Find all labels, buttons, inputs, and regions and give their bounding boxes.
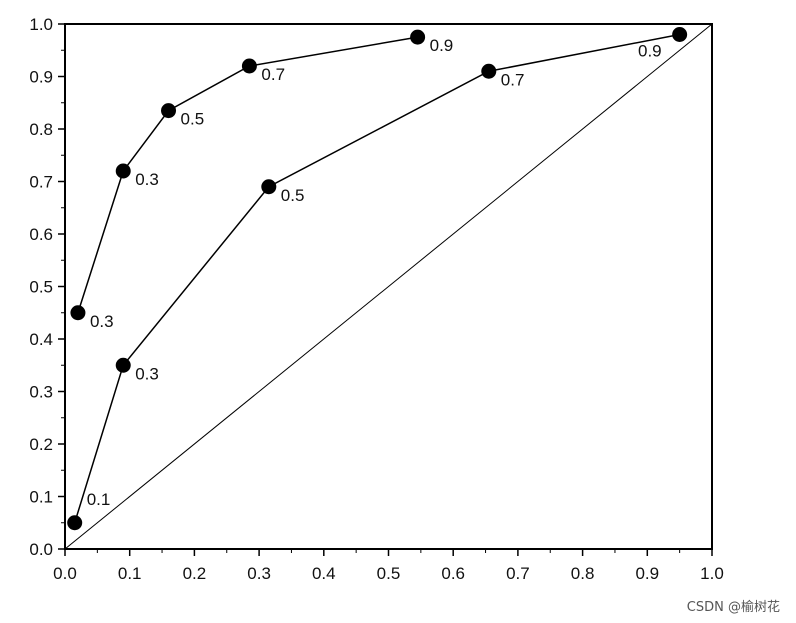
x-tick-label: 1.0 — [700, 564, 724, 583]
y-tick-label: 0.5 — [29, 278, 53, 297]
x-tick-label: 0.8 — [571, 564, 595, 583]
x-tick-label: 0.6 — [441, 564, 465, 583]
data-point-label: 0.3 — [135, 170, 159, 189]
series-layer: 0.3 0.3 0.5 0.7 0.9 0.1 0.3 0.5 0.7 0.9 — [67, 27, 688, 531]
data-point — [241, 58, 257, 74]
data-point-label: 0.7 — [501, 70, 525, 89]
y-tick-label: 0.3 — [29, 383, 53, 402]
x-tick-label: 0.4 — [312, 564, 336, 583]
diagonal-reference-line — [64, 23, 713, 550]
y-tick-label: 0.7 — [29, 173, 53, 192]
y-tick-label: 1.0 — [29, 15, 53, 34]
data-point — [70, 305, 86, 321]
data-point-label: 0.5 — [181, 110, 205, 129]
x-tick-label: 0.5 — [377, 564, 401, 583]
x-tick-label: 0.0 — [53, 564, 77, 583]
x-axis: 0.0 0.1 0.2 0.3 0.4 0.5 0.6 0.7 0.8 0.9 1.0 — [53, 549, 724, 583]
data-point-label: 0.9 — [430, 36, 454, 55]
y-tick-label: 0.4 — [29, 330, 53, 349]
y-tick-label: 0.1 — [29, 488, 53, 507]
y-tick-label: 0.9 — [29, 68, 53, 87]
data-point-label: 0.9 — [638, 42, 662, 61]
y-tick-label: 0.6 — [29, 225, 53, 244]
data-point-label: 0.3 — [135, 364, 159, 383]
data-point — [481, 63, 497, 79]
data-point-label: 0.5 — [281, 186, 305, 205]
y-tick-label: 0.8 — [29, 120, 53, 139]
data-point-label: 0.3 — [90, 312, 114, 331]
x-tick-label: 0.1 — [118, 564, 142, 583]
y-tick-label: 0.2 — [29, 435, 53, 454]
data-point-label: 0.7 — [261, 65, 285, 84]
x-tick-label: 0.2 — [183, 564, 207, 583]
data-point — [672, 27, 688, 42]
y-axis: 0.0 0.1 0.2 0.3 0.4 0.5 0.6 0.7 0.8 0.9 1.0 — [29, 15, 65, 559]
y-tick-label: 0.0 — [29, 540, 53, 559]
x-tick-label: 0.3 — [247, 564, 271, 583]
data-point — [161, 103, 177, 119]
watermark: CSDN @榆树花 — [686, 600, 780, 615]
data-point — [115, 357, 131, 373]
x-tick-label: 0.7 — [506, 564, 530, 583]
data-point — [261, 179, 277, 195]
data-point — [67, 515, 83, 531]
data-point — [115, 163, 131, 179]
data-point-label: 0.1 — [87, 490, 111, 509]
data-point — [410, 29, 426, 45]
x-tick-label: 0.9 — [635, 564, 659, 583]
